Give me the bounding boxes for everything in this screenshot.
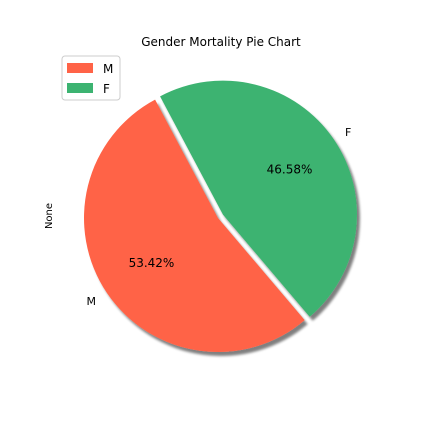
legend-swatch-m	[67, 63, 93, 73]
pie-labels: M 53.42% F 46.58%	[87, 126, 352, 308]
slice-label-m: M	[87, 295, 97, 308]
y-axis-label: None	[44, 203, 55, 229]
pie-slices	[84, 80, 357, 352]
percent-label-m: 53.42%	[129, 256, 175, 270]
legend-label-f: F	[103, 82, 110, 96]
pie-slice-f	[160, 80, 357, 317]
legend-swatch-f	[67, 83, 93, 93]
legend-label-m: M	[103, 62, 113, 76]
percent-label-f: 46.58%	[267, 162, 313, 176]
slice-label-f: F	[345, 126, 351, 139]
pie-slice-m	[84, 99, 305, 352]
chart-title: Gender Mortality Pie Chart	[141, 35, 301, 49]
legend: MF	[61, 55, 121, 101]
